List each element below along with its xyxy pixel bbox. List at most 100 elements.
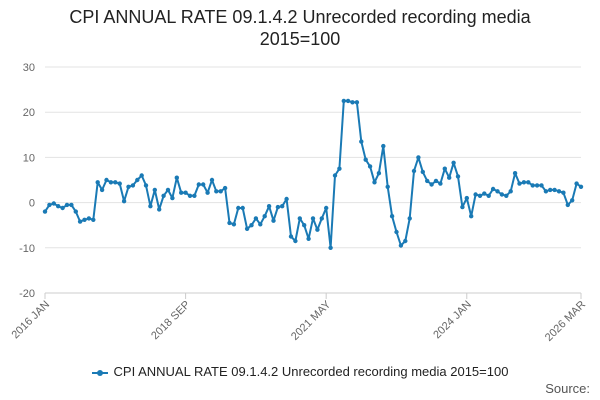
data-point[interactable]: [280, 204, 285, 209]
data-point[interactable]: [86, 216, 92, 221]
data-point[interactable]: [530, 183, 535, 188]
data-point[interactable]: [47, 202, 52, 208]
data-point[interactable]: [337, 166, 342, 171]
data-point[interactable]: [526, 180, 531, 185]
data-point[interactable]: [64, 202, 70, 208]
data-point[interactable]: [460, 204, 465, 210]
data-point[interactable]: [143, 183, 149, 188]
data-point[interactable]: [240, 205, 245, 211]
data-point[interactable]: [543, 189, 549, 194]
data-point[interactable]: [508, 189, 513, 194]
data-point[interactable]: [293, 238, 298, 244]
data-point[interactable]: [126, 184, 131, 189]
data-point[interactable]: [227, 220, 232, 226]
data-point[interactable]: [148, 204, 153, 209]
data-point[interactable]: [482, 191, 487, 196]
data-point[interactable]: [429, 182, 434, 187]
data-point[interactable]: [469, 214, 474, 219]
data-point[interactable]: [367, 164, 373, 169]
data-point[interactable]: [381, 143, 386, 149]
data-point[interactable]: [205, 190, 210, 195]
data-point[interactable]: [504, 193, 509, 198]
data-point[interactable]: [179, 190, 184, 195]
data-point[interactable]: [433, 178, 439, 184]
data-point[interactable]: [328, 245, 333, 250]
data-point[interactable]: [284, 196, 289, 202]
data-point[interactable]: [398, 243, 404, 248]
data-point[interactable]: [121, 199, 127, 204]
data-point[interactable]: [108, 180, 114, 185]
data-point[interactable]: [372, 180, 377, 185]
data-point[interactable]: [416, 155, 421, 160]
data-point[interactable]: [56, 204, 61, 209]
data-point[interactable]: [499, 192, 505, 197]
data-point[interactable]: [561, 190, 566, 195]
data-point[interactable]: [447, 175, 452, 180]
data-point[interactable]: [394, 229, 399, 235]
data-point[interactable]: [578, 184, 584, 189]
data-point[interactable]: [139, 173, 144, 178]
data-point[interactable]: [407, 216, 412, 221]
data-point[interactable]: [236, 205, 241, 211]
legend[interactable]: CPI ANNUAL RATE 09.1.4.2 Unrecorded reco…: [0, 364, 600, 379]
data-point[interactable]: [117, 181, 122, 186]
data-point[interactable]: [495, 189, 500, 194]
data-point[interactable]: [512, 171, 518, 176]
data-point[interactable]: [345, 98, 351, 104]
data-point[interactable]: [196, 182, 201, 187]
data-point[interactable]: [91, 217, 96, 222]
data-point[interactable]: [552, 187, 557, 193]
data-point[interactable]: [73, 209, 79, 214]
data-point[interactable]: [135, 177, 140, 183]
data-point[interactable]: [51, 201, 56, 206]
data-point[interactable]: [249, 223, 254, 228]
data-point[interactable]: [363, 157, 368, 162]
data-point[interactable]: [209, 177, 215, 183]
data-point[interactable]: [442, 166, 447, 171]
data-point[interactable]: [548, 187, 553, 193]
data-point[interactable]: [534, 183, 540, 188]
data-point[interactable]: [130, 183, 136, 188]
data-point[interactable]: [183, 190, 188, 195]
data-point[interactable]: [517, 181, 522, 186]
data-point[interactable]: [253, 216, 259, 221]
data-point[interactable]: [306, 236, 311, 241]
data-point[interactable]: [244, 226, 250, 231]
data-point[interactable]: [218, 189, 223, 194]
data-point[interactable]: [214, 189, 219, 194]
data-point[interactable]: [187, 193, 193, 198]
data-point[interactable]: [77, 219, 83, 224]
data-point[interactable]: [297, 216, 302, 221]
data-point[interactable]: [165, 187, 171, 193]
data-point[interactable]: [490, 186, 496, 192]
data-point[interactable]: [95, 180, 100, 185]
data-point[interactable]: [82, 217, 87, 222]
data-point[interactable]: [262, 214, 267, 219]
data-point[interactable]: [271, 218, 276, 223]
data-point[interactable]: [201, 182, 206, 187]
data-point[interactable]: [99, 187, 105, 193]
data-point[interactable]: [302, 223, 307, 228]
data-point[interactable]: [574, 181, 579, 186]
data-point[interactable]: [60, 205, 65, 211]
data-point[interactable]: [385, 184, 390, 189]
data-point[interactable]: [354, 100, 360, 105]
data-point[interactable]: [451, 160, 456, 165]
data-point[interactable]: [174, 175, 179, 180]
data-point[interactable]: [288, 234, 294, 239]
data-point[interactable]: [389, 214, 395, 219]
data-point[interactable]: [359, 139, 364, 144]
data-point[interactable]: [152, 187, 157, 193]
data-point[interactable]: [324, 205, 329, 211]
data-point[interactable]: [104, 177, 109, 183]
data-point[interactable]: [332, 173, 338, 178]
data-point[interactable]: [350, 100, 355, 105]
data-point[interactable]: [266, 204, 272, 209]
data-point[interactable]: [464, 195, 469, 201]
data-point[interactable]: [310, 216, 316, 221]
data-point[interactable]: [275, 204, 281, 210]
data-point[interactable]: [222, 185, 228, 191]
data-point[interactable]: [521, 180, 527, 185]
data-point[interactable]: [157, 207, 162, 212]
data-point[interactable]: [565, 202, 570, 208]
